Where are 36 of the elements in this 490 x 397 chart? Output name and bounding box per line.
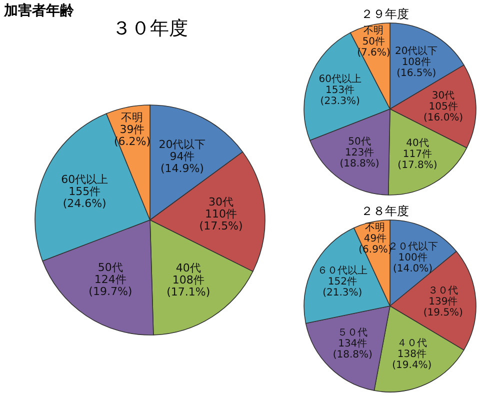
slice-label: 30代 (432, 90, 455, 102)
chart-title: ２８年度 (361, 204, 409, 218)
data-label: 123件 (18.8%) (340, 147, 380, 170)
data-label: 108件 (17.1%) (166, 274, 210, 299)
data-label: 100件 (14.0%) (392, 252, 433, 274)
data-label: 155件 (24.6%) (62, 185, 106, 210)
text: 加害者年齢 (4, 2, 74, 20)
chart-title: ２９年度 (361, 7, 409, 21)
slice-label: 60代以上 (318, 72, 362, 85)
data-label: 138件 (19.4%) (392, 349, 432, 372)
data-label: 117件 (17.8%) (398, 149, 438, 172)
slice-label: 不明 (365, 222, 386, 234)
slice-label: 20代以下 (158, 138, 206, 151)
slice-label: 不明 (364, 26, 384, 37)
chart-title: ３０年度 (112, 18, 188, 40)
slice-label: 50代 (348, 136, 371, 148)
data-label: 110件 (17.5%) (199, 207, 243, 232)
slice-label: ４０代 (396, 338, 427, 350)
data-label: 153件 (23.3%) (320, 84, 360, 107)
slice-label: 不明 (121, 111, 144, 124)
slice-label: 20代以下 (394, 45, 438, 58)
data-label: 94件 (14.9%) (160, 150, 204, 175)
slice-label: ５０代 (338, 328, 368, 339)
data-label: 124件 (19.7%) (88, 272, 132, 298)
data-label: 105件 (16.0%) (424, 102, 464, 124)
slice-label: 40代 (406, 138, 429, 150)
slice-label: 30代 (208, 195, 234, 208)
slice-label: 50代 (98, 260, 123, 274)
slice-label: 60代以上 (61, 173, 108, 186)
slice-label: ３０代 (428, 286, 458, 297)
data-label: 134件 (18.8%) (332, 338, 373, 361)
data-label: 108件 (16.5%) (396, 57, 436, 80)
data-label: 139件 (19.5%) (423, 296, 464, 319)
data-label: 152件 (21.3%) (322, 276, 362, 298)
slice-label: 40代 (176, 262, 201, 275)
slice-label: ６０代以上 (317, 264, 368, 276)
